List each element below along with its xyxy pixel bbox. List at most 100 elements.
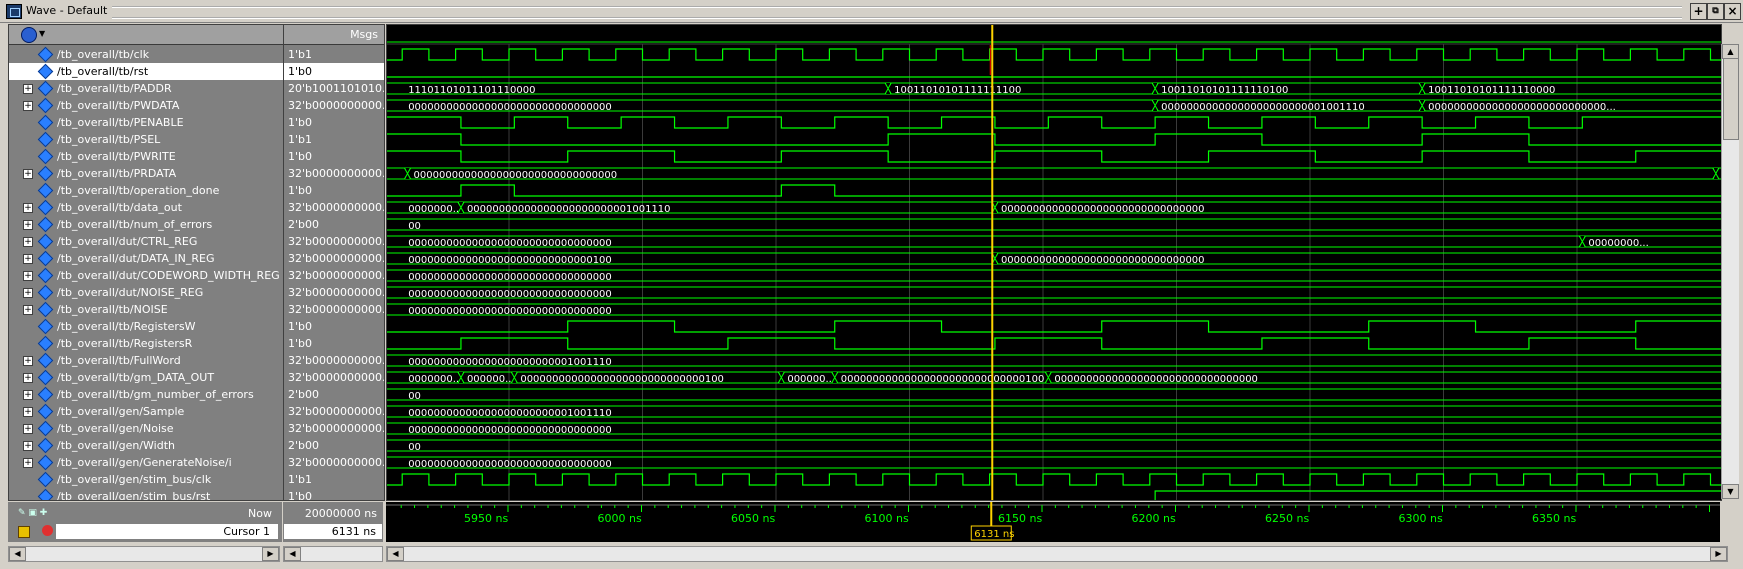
signal-value-row[interactable]: 32'b0000000000... — [284, 233, 384, 250]
expand-icon[interactable]: + — [23, 458, 33, 468]
signal-row[interactable]: + /tb_overall/gen/Width — [9, 437, 283, 454]
scroll-right-icon[interactable]: ▶ — [262, 547, 279, 561]
timeline-pane[interactable]: 5950 ns 6000 ns 6050 ns 6100 ns 6150 ns 6200 … — [386, 502, 1737, 542]
signal-value-row[interactable]: 32'b0000000000... — [284, 165, 384, 182]
signal-value-row[interactable]: 1'b0 — [284, 182, 384, 199]
waveform-canvas[interactable]: 11101101011101110000 10011010101111111100… — [387, 25, 1721, 500]
signal-row[interactable]: + /tb_overall/dut/CTRL_REG — [9, 233, 283, 250]
waveform-pane[interactable]: 11101101011101110000 10011010101111111100… — [386, 24, 1722, 501]
expand-icon[interactable]: + — [23, 424, 33, 434]
timeline-canvas[interactable]: 5950 ns 6000 ns 6050 ns 6100 ns 6150 ns 6200 … — [386, 502, 1737, 542]
now-icons[interactable]: ✎ ▣ ✚ — [18, 508, 48, 518]
signal-row[interactable]: /tb_overall/tb/PENABLE — [9, 114, 283, 131]
signal-value-row[interactable]: 1'b1 — [284, 131, 384, 148]
signal-value-row[interactable]: 1'b1 — [284, 471, 384, 488]
signal-value-row[interactable]: 1'b0 — [284, 488, 384, 500]
signal-value-row[interactable]: 32'b0000000000... — [284, 420, 384, 437]
signal-row[interactable]: /tb_overall/tb/operation_done — [9, 182, 283, 199]
expand-icon[interactable]: + — [23, 373, 33, 383]
signal-row[interactable]: /tb_overall/tb/clk — [9, 46, 283, 63]
expand-icon[interactable]: + — [23, 169, 33, 179]
add-icon[interactable]: + — [1690, 3, 1707, 20]
signal-row[interactable]: + /tb_overall/tb/PADDR — [9, 80, 283, 97]
signal-row[interactable]: /tb_overall/tb/RegistersR — [9, 335, 283, 352]
wave-hscroll[interactable]: ◀ ▶ — [386, 546, 1728, 562]
signal-value-row[interactable]: 32'b0000000000... — [284, 403, 384, 420]
undock-icon[interactable]: ⧉ — [1707, 3, 1724, 20]
expand-icon[interactable]: + — [23, 220, 33, 230]
signal-row[interactable]: /tb_overall/gen/stim_bus/clk — [9, 471, 283, 488]
signal-row[interactable]: /tb_overall/tb/PWRITE — [9, 148, 283, 165]
titlebar-drag-grip[interactable] — [112, 6, 1682, 19]
values-scroll-left-icon[interactable]: ◀ — [284, 547, 301, 561]
signal-row[interactable]: + /tb_overall/tb/PWDATA — [9, 97, 283, 114]
timeline-tick-label: 6050 ns — [731, 512, 775, 525]
signal-value-row[interactable]: 1'b1 — [284, 46, 384, 63]
signal-row[interactable]: /tb_overall/tb/RegistersW — [9, 318, 283, 335]
signal-value-row[interactable]: 32'b0000000000... — [284, 284, 384, 301]
signal-value-row[interactable]: 32'b0000000000... — [284, 267, 384, 284]
wave-scroll-right-icon[interactable]: ▶ — [1710, 547, 1727, 561]
scroll-up-icon[interactable]: ▲ — [1722, 44, 1739, 59]
signal-value-row[interactable]: 1'b0 — [284, 148, 384, 165]
expand-icon[interactable]: + — [23, 237, 33, 247]
signal-value-row[interactable]: 32'b0000000000... — [284, 97, 384, 114]
cursor-name-box[interactable]: Cursor 1 — [56, 524, 278, 539]
expand-icon[interactable]: + — [23, 441, 33, 451]
names-hscroll[interactable]: ◀ ▶ — [8, 546, 280, 562]
lock-icon[interactable] — [18, 526, 30, 538]
expand-icon[interactable]: + — [23, 356, 33, 366]
signal-value-row[interactable]: 32'b0000000000... — [284, 352, 384, 369]
signal-row[interactable]: + /tb_overall/tb/num_of_errors — [9, 216, 283, 233]
signal-value-row[interactable]: 1'b0 — [284, 318, 384, 335]
signal-value-row[interactable]: 1'b0 — [284, 63, 384, 80]
signal-value-row[interactable]: 32'b0000000000... — [284, 369, 384, 386]
scroll-left-icon[interactable]: ◀ — [9, 547, 26, 561]
signal-row[interactable]: + /tb_overall/tb/FullWord — [9, 352, 283, 369]
signal-row[interactable]: + /tb_overall/gen/GenerateNoise/i — [9, 454, 283, 471]
expand-icon[interactable]: + — [23, 305, 33, 315]
expand-icon[interactable]: + — [23, 390, 33, 400]
signal-diamond-icon — [37, 318, 54, 335]
toolbar-gear-icon[interactable] — [21, 27, 37, 43]
signal-value-row[interactable]: 32'b0000000000... — [284, 199, 384, 216]
signal-row[interactable]: + /tb_overall/gen/Sample — [9, 403, 283, 420]
cursor-row[interactable]: Cursor 1 — [8, 524, 282, 540]
signal-value-row[interactable]: 32'b0000000000... — [284, 250, 384, 267]
signal-value-row[interactable]: 1'b0 — [284, 335, 384, 352]
values-hscroll[interactable]: ◀ — [283, 546, 383, 562]
vertical-scroll-thumb[interactable] — [1723, 58, 1739, 140]
signal-value-row[interactable]: 32'b0000000000... — [284, 301, 384, 318]
vertical-scrollbar[interactable]: ▲ ▼ — [1721, 44, 1739, 499]
expand-icon[interactable]: + — [23, 254, 33, 264]
signal-row[interactable]: + /tb_overall/tb/gm_number_of_errors — [9, 386, 283, 403]
signal-value-row[interactable]: 2'b00 — [284, 386, 384, 403]
signal-row[interactable]: + /tb_overall/dut/CODEWORD_WIDTH_REG — [9, 267, 283, 284]
signal-row[interactable]: /tb_overall/tb/PSEL — [9, 131, 283, 148]
signal-row[interactable]: + /tb_overall/gen/Noise — [9, 420, 283, 437]
scroll-down-icon[interactable]: ▼ — [1722, 484, 1739, 499]
signal-row[interactable]: + /tb_overall/dut/DATA_IN_REG — [9, 250, 283, 267]
signal-row[interactable]: + /tb_overall/dut/NOISE_REG — [9, 284, 283, 301]
signal-row[interactable]: /tb_overall/tb/rst — [9, 63, 283, 80]
signal-row[interactable]: /tb_overall/gen/stim_bus/rst — [9, 488, 283, 500]
expand-icon[interactable]: + — [23, 203, 33, 213]
signal-value-row[interactable]: 20'b1001101010... — [284, 80, 384, 97]
expand-icon[interactable]: + — [23, 271, 33, 281]
signal-row[interactable]: + /tb_overall/tb/gm_DATA_OUT — [9, 369, 283, 386]
signal-row[interactable]: + /tb_overall/tb/data_out — [9, 199, 283, 216]
signal-value-row[interactable]: 2'b00 — [284, 437, 384, 454]
expand-icon[interactable]: + — [23, 101, 33, 111]
remove-cursor-icon[interactable] — [42, 525, 53, 536]
signal-value-row[interactable]: 32'b0000000000... — [284, 454, 384, 471]
close-icon[interactable]: × — [1724, 3, 1741, 20]
expand-icon[interactable]: + — [23, 84, 33, 94]
chevron-down-icon[interactable]: ▼ — [39, 29, 46, 38]
expand-icon[interactable]: + — [23, 288, 33, 298]
signal-value-row[interactable]: 2'b00 — [284, 216, 384, 233]
signal-row[interactable]: + /tb_overall/tb/NOISE — [9, 301, 283, 318]
expand-icon[interactable]: + — [23, 407, 33, 417]
signal-value-row[interactable]: 1'b0 — [284, 114, 384, 131]
wave-scroll-left-icon[interactable]: ◀ — [387, 547, 404, 561]
signal-row[interactable]: + /tb_overall/tb/PRDATA — [9, 165, 283, 182]
